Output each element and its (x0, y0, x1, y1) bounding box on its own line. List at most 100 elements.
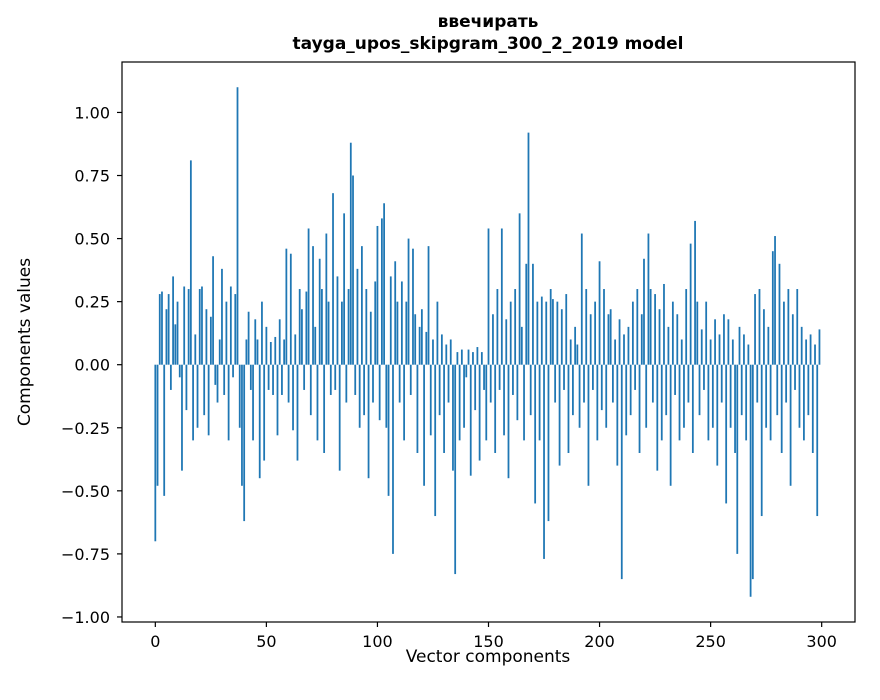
bar (745, 364, 748, 441)
bar (156, 364, 159, 486)
bar (785, 364, 788, 403)
bar (316, 364, 319, 441)
bar (698, 364, 701, 416)
bar (172, 276, 174, 365)
bar (620, 364, 623, 580)
bar (261, 301, 263, 365)
bar (327, 301, 330, 365)
bar (281, 364, 283, 395)
bar (252, 364, 254, 441)
bar (298, 289, 301, 365)
bar (660, 364, 663, 441)
bar (527, 132, 530, 365)
bar (174, 324, 177, 365)
bar (356, 268, 359, 365)
bar (669, 364, 672, 486)
bar (443, 364, 445, 453)
bar (487, 228, 490, 365)
bar (474, 364, 477, 411)
bar (341, 301, 343, 365)
bar (414, 314, 417, 365)
bar (523, 364, 525, 441)
x-axis-label: Vector components (406, 647, 571, 667)
bar (747, 344, 750, 365)
bar (738, 326, 741, 365)
bar (694, 220, 696, 365)
bar (589, 314, 592, 365)
bar (321, 289, 323, 365)
bar (774, 236, 776, 365)
bar (332, 193, 334, 365)
bar (254, 319, 257, 365)
bar (569, 339, 572, 365)
bar (400, 281, 403, 365)
bar (236, 87, 239, 365)
bar (392, 364, 394, 554)
bar (618, 319, 621, 365)
bar (303, 364, 306, 390)
bar (238, 364, 241, 428)
bar (576, 344, 579, 365)
bar (729, 364, 732, 428)
bar (574, 326, 577, 365)
bar (181, 364, 183, 471)
bar (725, 364, 728, 504)
bar (256, 339, 259, 365)
bar (218, 339, 221, 365)
bar (432, 339, 434, 365)
bar (154, 364, 157, 542)
bar (354, 364, 357, 395)
x-tick-label: 300 (806, 632, 837, 651)
bar (347, 289, 350, 365)
bar (465, 364, 468, 378)
bar (536, 301, 539, 365)
bar (372, 364, 374, 403)
bar (456, 352, 459, 365)
bar (452, 364, 454, 471)
bar (216, 364, 219, 403)
bar (565, 294, 568, 365)
bar (176, 301, 179, 365)
bar (389, 276, 392, 365)
bar (683, 364, 685, 428)
bar (185, 364, 188, 411)
bar (234, 294, 237, 365)
bars-group (154, 87, 821, 597)
bar (563, 364, 565, 390)
bar (403, 364, 405, 441)
bar (287, 364, 290, 403)
y-tick-label: −0.50 (61, 482, 110, 501)
bar (769, 364, 772, 441)
bar (616, 364, 619, 466)
bar (529, 364, 532, 416)
bar (612, 364, 614, 403)
bar (674, 364, 676, 395)
bar (691, 364, 694, 453)
bar (809, 334, 812, 365)
bar (249, 364, 252, 390)
chart-title-line2: tayga_upos_skipgram_300_2_2019 model (293, 34, 684, 54)
bar (445, 344, 448, 365)
bar (440, 334, 443, 365)
bar (374, 281, 377, 365)
bar (241, 364, 243, 486)
bar (643, 258, 645, 365)
bar (225, 301, 228, 365)
bar (485, 364, 488, 441)
bar (629, 364, 632, 416)
x-tick-label: 250 (695, 632, 726, 651)
bar (158, 294, 161, 365)
bar (187, 289, 190, 365)
bar (243, 364, 246, 522)
bar (756, 364, 759, 403)
bar (671, 301, 674, 365)
bar (600, 364, 603, 411)
bar (727, 319, 730, 365)
bar (803, 364, 805, 441)
bar (227, 364, 230, 441)
bar (507, 364, 510, 479)
bar (169, 364, 172, 390)
bar (232, 364, 234, 378)
bar (534, 364, 537, 504)
bar (245, 339, 248, 365)
